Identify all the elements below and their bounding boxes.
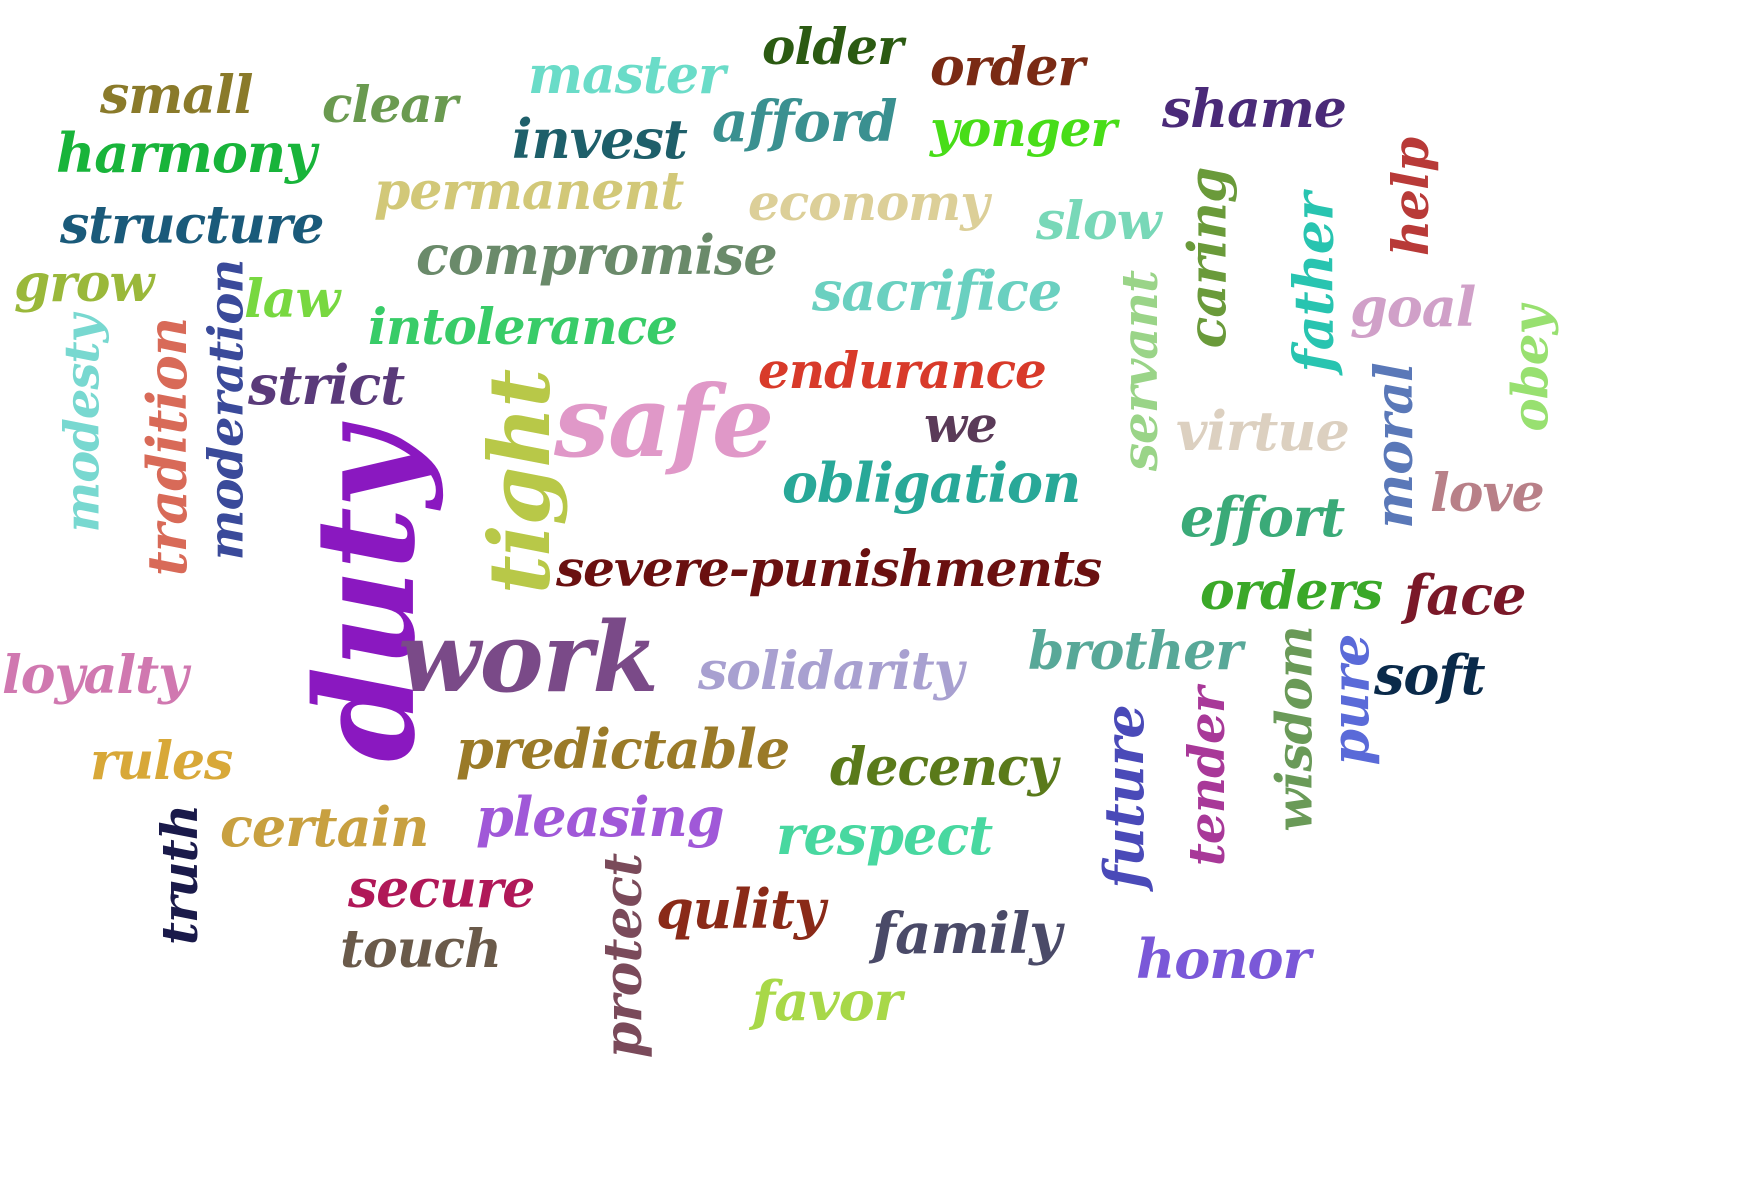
word: servant	[1115, 271, 1165, 471]
word: obey	[1506, 306, 1556, 431]
word: favor	[752, 974, 901, 1028]
word: afford	[712, 94, 896, 150]
word: certain	[220, 800, 428, 854]
word: family	[872, 906, 1061, 962]
word: virtue	[1176, 404, 1349, 458]
word: master	[528, 50, 725, 102]
word: tradition	[140, 318, 194, 576]
word: caring	[1182, 168, 1234, 349]
word: pleasing	[476, 790, 724, 844]
word: brother	[1028, 626, 1242, 678]
word: wisdom	[1270, 626, 1320, 831]
word: effort	[1180, 490, 1344, 544]
word: pure	[1325, 635, 1377, 766]
word: grow	[14, 258, 153, 310]
word: secure	[348, 864, 534, 916]
word: loyalty	[2, 650, 187, 702]
word: solidarity	[698, 646, 963, 698]
word: face	[1404, 568, 1525, 622]
word: safe	[554, 374, 773, 472]
word: intolerance	[368, 302, 677, 352]
word: respect	[776, 808, 992, 862]
word: moral	[1369, 363, 1421, 529]
word: harmony	[56, 126, 316, 180]
word: orders	[1200, 566, 1382, 618]
word: protect	[598, 854, 650, 1058]
word: invest	[512, 112, 687, 166]
word: predictable	[456, 722, 789, 776]
word: honor	[1136, 932, 1310, 986]
word: work	[398, 610, 658, 706]
word: older	[762, 22, 902, 72]
word: clear	[322, 80, 457, 130]
word: shame	[1162, 84, 1346, 136]
word: law	[244, 274, 339, 326]
word: soft	[1374, 648, 1485, 702]
word: strict	[248, 358, 404, 412]
word: goal	[1350, 280, 1475, 334]
word: truth	[155, 805, 205, 945]
word: rules	[90, 736, 232, 788]
word: yonger	[930, 104, 1116, 154]
word: love	[1430, 468, 1544, 520]
word: future	[1097, 705, 1151, 889]
word: economy	[748, 178, 988, 228]
word: tender	[1182, 688, 1232, 866]
word: permanent	[374, 166, 683, 218]
word: structure	[60, 200, 323, 252]
word: order	[930, 42, 1084, 94]
word: qulity	[656, 882, 824, 936]
word: severe-punishments	[556, 544, 1101, 594]
word: decency	[830, 742, 1057, 794]
word: we	[924, 400, 997, 450]
word: sacrifice	[812, 264, 1061, 318]
word: touch	[340, 924, 501, 976]
word: father	[1287, 193, 1341, 372]
word: help	[1386, 138, 1436, 256]
word: moderation	[202, 260, 250, 561]
word: obligation	[782, 456, 1080, 510]
word: endurance	[758, 346, 1046, 396]
word: compromise	[416, 228, 777, 282]
word: modesty	[59, 316, 107, 533]
word: tight	[478, 370, 562, 594]
word: slow	[1036, 196, 1160, 248]
word: small	[100, 70, 253, 122]
